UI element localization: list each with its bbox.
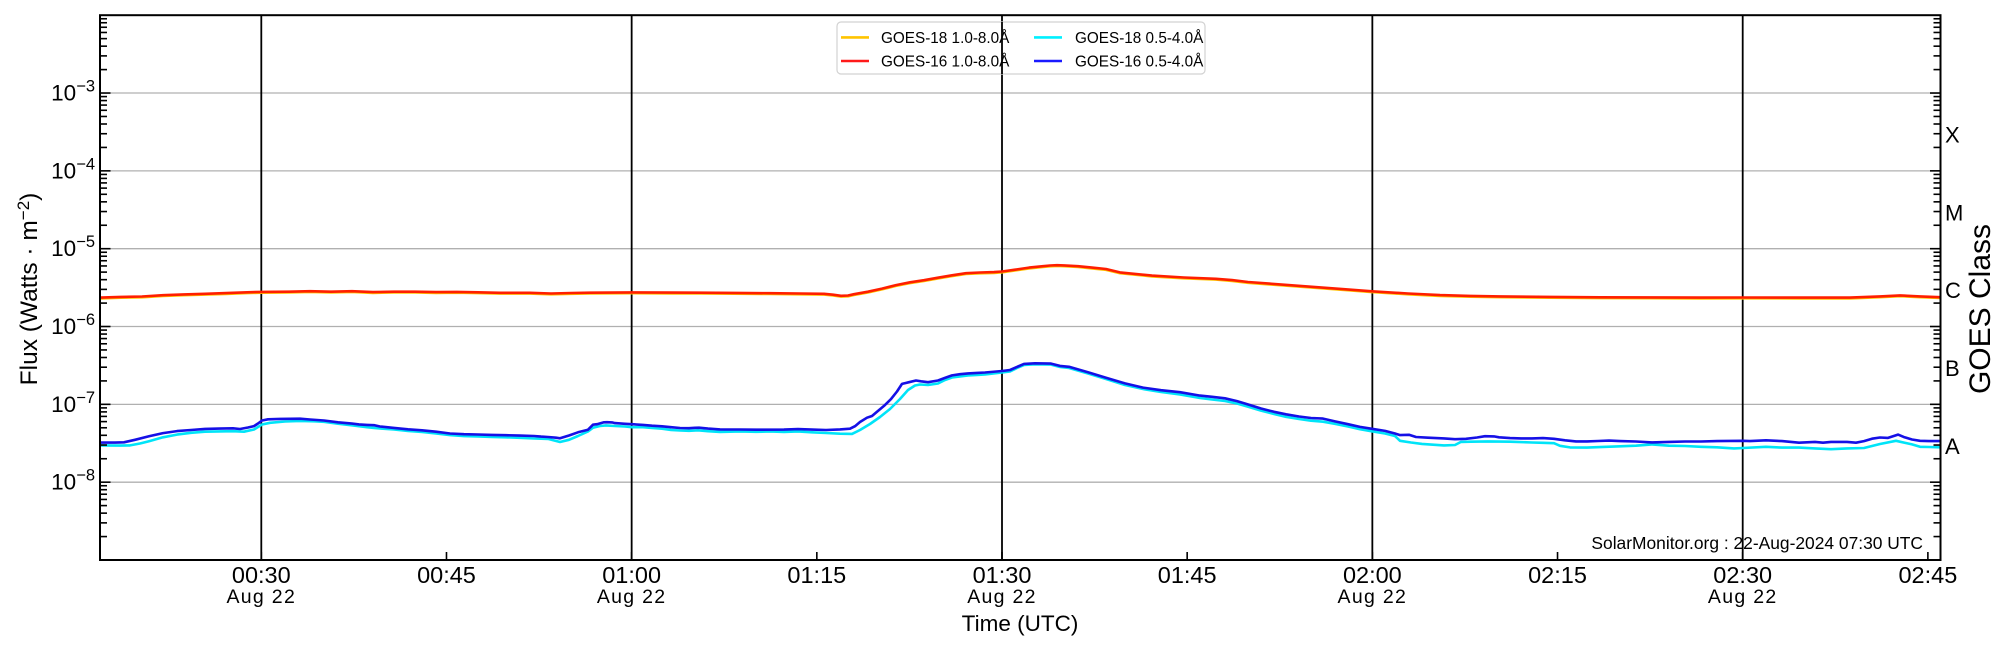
svg-text:Aug 22: Aug 22 — [967, 586, 1037, 608]
svg-text:10−7: 10−7 — [51, 389, 95, 417]
svg-text:10−3: 10−3 — [51, 78, 95, 106]
svg-text:01:30: 01:30 — [973, 562, 1032, 588]
svg-text:00:45: 00:45 — [417, 562, 476, 588]
svg-text:GOES-18 0.5-4.0Å: GOES-18 0.5-4.0Å — [1075, 30, 1204, 47]
svg-text:GOES-18 1.0-8.0Å: GOES-18 1.0-8.0Å — [881, 30, 1010, 47]
svg-text:X: X — [1945, 122, 1960, 147]
svg-text:GOES-16 0.5-4.0Å: GOES-16 0.5-4.0Å — [1075, 54, 1204, 71]
svg-text:10−4: 10−4 — [51, 155, 95, 183]
svg-text:M: M — [1945, 200, 1963, 225]
svg-text:10−8: 10−8 — [51, 467, 95, 495]
svg-text:00:30: 00:30 — [232, 562, 291, 588]
svg-text:Aug 22: Aug 22 — [597, 586, 667, 608]
svg-text:02:00: 02:00 — [1343, 562, 1402, 588]
svg-text:Flux (Watts · m−2): Flux (Watts · m−2) — [14, 193, 43, 386]
svg-text:02:15: 02:15 — [1528, 562, 1587, 588]
svg-text:GOES-16 1.0-8.0Å: GOES-16 1.0-8.0Å — [881, 54, 1010, 71]
svg-text:10−6: 10−6 — [51, 311, 95, 339]
svg-text:Aug 22: Aug 22 — [1708, 586, 1778, 608]
svg-text:SolarMonitor.org : 22-Aug-2024: SolarMonitor.org : 22-Aug-2024 07:30 UTC — [1591, 533, 1923, 553]
svg-text:Aug 22: Aug 22 — [1338, 586, 1408, 608]
svg-text:B: B — [1945, 356, 1960, 381]
svg-text:Aug 22: Aug 22 — [226, 586, 296, 608]
svg-text:A: A — [1945, 434, 1960, 459]
svg-text:02:30: 02:30 — [1713, 562, 1772, 588]
svg-text:02:45: 02:45 — [1898, 562, 1957, 588]
svg-text:10−5: 10−5 — [51, 233, 95, 261]
svg-text:C: C — [1945, 278, 1961, 303]
svg-text:01:45: 01:45 — [1158, 562, 1217, 588]
svg-text:01:15: 01:15 — [787, 562, 846, 588]
svg-text:Time (UTC): Time (UTC) — [962, 611, 1079, 636]
svg-text:01:00: 01:00 — [602, 562, 661, 588]
svg-text:GOES Class: GOES Class — [1964, 224, 1997, 394]
